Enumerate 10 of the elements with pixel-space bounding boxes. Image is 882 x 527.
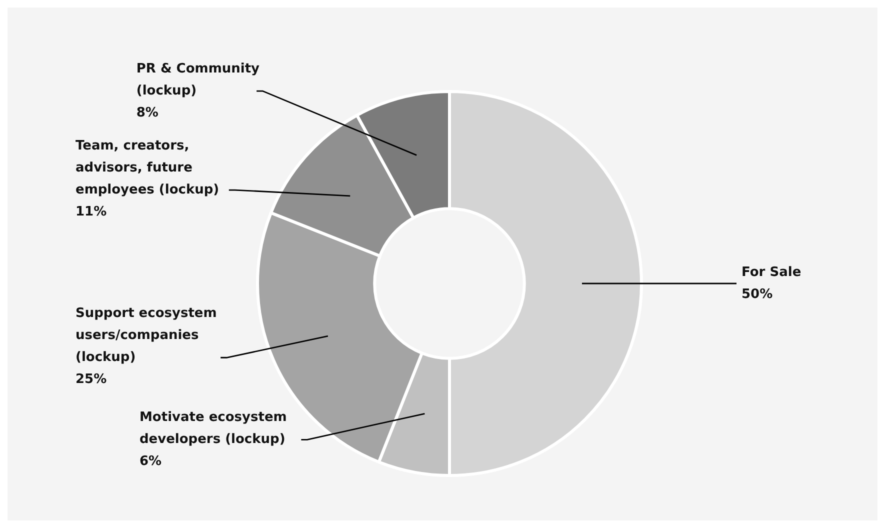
slice-label: Team, creators, advisors, future employees (lockup) (76, 138, 220, 198)
slice-label: For Sale (742, 265, 802, 280)
data-label: 6% (139, 454, 162, 470)
slice-label: Motivate ecosystem developers (lockup) (139, 410, 287, 448)
data-label: 50% (742, 287, 773, 302)
data-label: 8% (136, 106, 158, 121)
slice-label: Support ecosystem users/companies (lockup) (76, 306, 217, 366)
data-label: 11% (76, 204, 107, 220)
data-label: 25% (76, 372, 107, 388)
slice-label: PR & Community (lockup) (136, 62, 260, 99)
